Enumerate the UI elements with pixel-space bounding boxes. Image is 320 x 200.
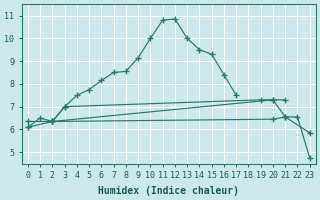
X-axis label: Humidex (Indice chaleur): Humidex (Indice chaleur) — [98, 186, 239, 196]
